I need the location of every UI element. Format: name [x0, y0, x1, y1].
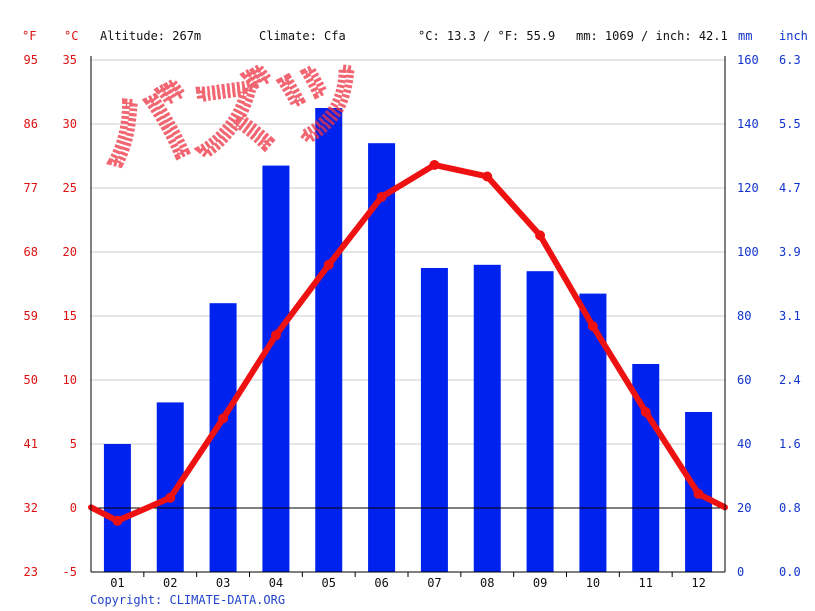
copyright-text: Copyright: CLIMATE-DATA.ORG	[90, 593, 285, 607]
precipitation-bar	[420, 268, 448, 572]
month-label: 06	[374, 576, 388, 590]
unit-fahrenheit-label: °F	[22, 29, 36, 43]
precipitation-bar	[526, 271, 554, 572]
temperature-point	[482, 171, 493, 182]
temperature-point	[535, 230, 546, 241]
temperature-point	[640, 407, 651, 417]
axes	[90, 56, 726, 577]
precipitation-total-label: mm: 1069 / inch: 42.1	[576, 29, 728, 43]
temperature-average-label: °C: 13.3 / °F: 55.9	[418, 29, 555, 43]
tick-label-celsius: 10	[63, 373, 77, 387]
unit-mm-label: mm	[738, 29, 752, 43]
month-label: 12	[691, 576, 705, 590]
tick-label-fahrenheit: 68	[24, 245, 38, 259]
tick-label-celsius: 0	[70, 501, 77, 515]
month-label: 01	[110, 576, 124, 590]
precipitation-bar	[473, 264, 501, 572]
tick-label-celsius: 5	[70, 437, 77, 451]
temperature-line	[88, 159, 728, 526]
month-label: 04	[269, 576, 283, 590]
temperature-series-line	[88, 161, 728, 524]
precipitation-bar	[315, 108, 343, 572]
temperature-point	[323, 259, 334, 270]
tick-label-mm: 40	[737, 437, 751, 451]
tick-label-fahrenheit: 23	[24, 565, 38, 579]
grid-lines	[91, 59, 725, 509]
month-label: 10	[586, 576, 600, 590]
tick-label-fahrenheit: 77	[24, 181, 38, 195]
tick-label-inch: 5.5	[779, 117, 801, 131]
temperature-point	[165, 492, 176, 503]
climate-label: Climate: Cfa	[259, 29, 346, 43]
tick-label-inch: 4.7	[779, 181, 801, 195]
precipitation-bars	[103, 108, 713, 572]
tick-label-fahrenheit: 32	[24, 501, 38, 515]
tick-label-celsius: 30	[63, 117, 77, 131]
tick-label-mm: 20	[737, 501, 751, 515]
tick-label-fahrenheit: 50	[24, 373, 38, 387]
month-label: 03	[216, 576, 230, 590]
unit-inch-label: inch	[779, 29, 808, 43]
tick-label-fahrenheit: 86	[24, 117, 38, 131]
tick-label-mm: 160	[737, 53, 759, 67]
tick-label-celsius: 35	[63, 53, 77, 67]
tick-label-fahrenheit: 95	[24, 53, 38, 67]
tick-label-mm: 80	[737, 309, 751, 323]
precipitation-bar	[209, 303, 237, 572]
tick-label-celsius: 25	[63, 181, 77, 195]
temperature-point	[587, 321, 598, 332]
temperature-point	[376, 191, 387, 202]
tick-label-inch: 0.0	[779, 565, 801, 579]
tick-label-inch: 6.3	[779, 53, 801, 67]
tick-label-celsius: -5	[63, 565, 77, 579]
temperature-point	[429, 159, 440, 170]
month-label: 07	[427, 576, 441, 590]
tick-label-mm: 100	[737, 245, 759, 259]
tick-label-celsius: 15	[63, 309, 77, 323]
month-label: 02	[163, 576, 177, 590]
tick-label-mm: 0	[737, 565, 744, 579]
tick-label-inch: 2.4	[779, 373, 801, 387]
tick-labels: 23 -5 32 0 41 5 50 10 59 15 68 20 77 25 86 30 95 35 0 0.0 20…	[24, 53, 801, 590]
month-label: 05	[322, 576, 336, 590]
temperature-point	[218, 413, 229, 424]
unit-celsius-label: °C	[64, 29, 78, 43]
tick-label-inch: 0.8	[779, 501, 801, 515]
precipitation-bar	[579, 293, 607, 572]
tick-label-inch: 3.1	[779, 309, 801, 323]
precipitation-bar	[262, 165, 290, 572]
altitude-label: Altitude: 267m	[100, 29, 201, 43]
tick-label-fahrenheit: 59	[24, 309, 38, 323]
precipitation-bar	[368, 143, 396, 572]
tick-label-mm: 60	[737, 373, 751, 387]
month-label: 08	[480, 576, 494, 590]
temperature-point	[693, 488, 704, 499]
tick-label-mm: 120	[737, 181, 759, 195]
tick-label-celsius: 20	[63, 245, 77, 259]
tick-label-fahrenheit: 41	[24, 437, 38, 451]
temperature-point	[112, 515, 123, 526]
tick-label-mm: 140	[737, 117, 759, 131]
tick-label-inch: 3.9	[779, 245, 801, 259]
temperature-point	[270, 330, 281, 341]
month-label: 09	[533, 576, 547, 590]
tick-label-inch: 1.6	[779, 437, 801, 451]
month-label: 11	[639, 576, 653, 590]
